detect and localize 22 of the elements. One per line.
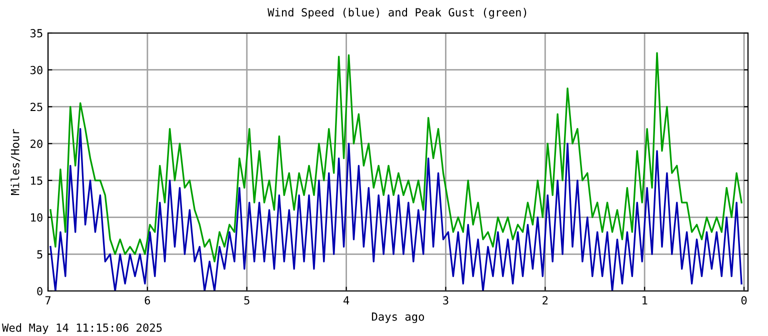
x-tick-label: 3 <box>443 296 448 305</box>
y-tick-label: 5 <box>37 250 42 259</box>
x-tick-label: 7 <box>45 296 51 304</box>
x-tick-label: 2 <box>542 296 548 304</box>
y-tick-label: 10 <box>31 213 42 222</box>
y-tick-label: 0 <box>37 287 42 296</box>
x-tick-label: 6 <box>144 296 150 305</box>
text: Wed May 14 11:15:06 2025 <box>2 323 162 334</box>
y-axis-title: Miles/Hour <box>10 128 20 195</box>
line-series <box>50 52 742 262</box>
y-tick-label: 30 <box>30 66 42 74</box>
y-tick-label: 15 <box>31 176 42 185</box>
line-series <box>50 128 742 291</box>
y-tick-label: 20 <box>30 140 42 148</box>
x-tick-label: 5 <box>244 296 250 305</box>
x-tick-label: 1 <box>642 296 648 304</box>
x-axis-title: Days ago <box>372 312 424 324</box>
chart-title: Wind Speed (blue) and Peak Gust (green) <box>268 8 526 19</box>
x-tick-label: 0 <box>741 296 747 305</box>
y-tick-label: 25 <box>30 102 42 112</box>
x-tick-label: 4 <box>344 296 350 304</box>
y-tick-label: 35 <box>30 29 42 38</box>
